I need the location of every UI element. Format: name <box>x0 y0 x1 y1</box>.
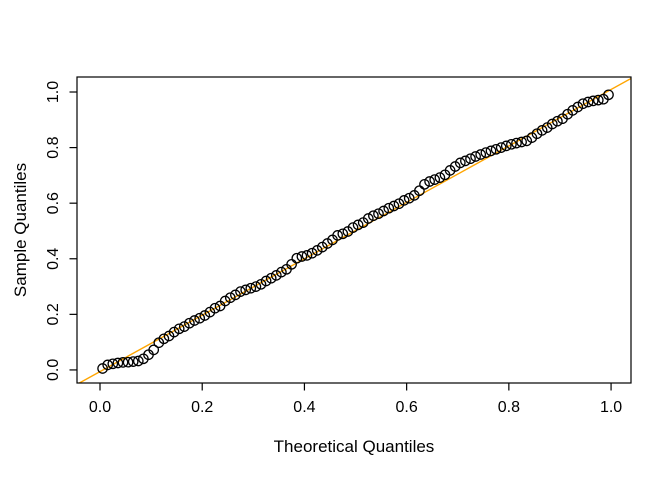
x-tick-label: 1.0 <box>600 399 622 416</box>
data-point <box>403 192 415 204</box>
data-point <box>117 357 129 368</box>
data-point <box>291 252 303 264</box>
plot-area-border <box>76 76 632 384</box>
data-point <box>475 149 487 160</box>
data-point <box>347 222 359 233</box>
data-point <box>337 228 349 240</box>
data-point <box>434 172 446 183</box>
data-point <box>388 200 400 212</box>
data-point <box>260 275 272 287</box>
x-tick-label: 0.2 <box>191 399 213 416</box>
data-point <box>495 142 507 153</box>
data-point <box>209 302 221 314</box>
data-point <box>173 323 185 335</box>
data-point <box>286 258 297 270</box>
data-point <box>429 174 441 185</box>
data-point <box>276 266 287 278</box>
data-point <box>301 250 313 261</box>
data-point <box>460 155 471 167</box>
data-point <box>112 357 124 369</box>
data-point <box>224 292 236 304</box>
data-point <box>189 315 200 326</box>
x-axis-ticks: 0.0 0.2 0.4 0.6 0.8 1.0 <box>89 383 622 416</box>
data-point <box>352 219 364 231</box>
data-point <box>521 135 533 147</box>
x-tick-label: 0.6 <box>396 399 418 416</box>
data-point <box>398 195 410 206</box>
x-tick-label: 0.0 <box>89 399 111 416</box>
data-point <box>107 358 119 370</box>
data-point <box>240 284 252 296</box>
data-point <box>500 140 512 152</box>
y-tick-label: 0.8 <box>45 136 62 158</box>
y-tick-label: 1.0 <box>45 81 62 103</box>
y-tick-label: 0.6 <box>45 192 62 214</box>
y-tick-label: 0.4 <box>45 248 62 270</box>
data-point <box>552 115 563 127</box>
data-point <box>296 251 308 262</box>
data-point <box>194 312 206 324</box>
data-point <box>378 205 389 217</box>
data-point <box>536 125 548 136</box>
data-point <box>577 98 589 110</box>
data-point <box>383 202 395 214</box>
data-point <box>480 147 492 158</box>
data-point <box>465 153 476 165</box>
data-point <box>582 96 594 108</box>
data-point <box>265 272 277 284</box>
data-point <box>419 178 430 190</box>
data-point <box>490 143 502 155</box>
data-point <box>368 210 379 222</box>
data-point <box>414 185 425 197</box>
data-point <box>250 281 262 292</box>
y-tick-label: 0.2 <box>45 303 62 325</box>
y-tick-label: 0.0 <box>45 359 62 381</box>
data-point <box>587 95 599 107</box>
data-point <box>470 151 481 162</box>
data-point <box>485 145 497 157</box>
x-tick-label: 0.4 <box>293 399 315 416</box>
data-point <box>132 355 144 367</box>
data-point <box>516 136 527 148</box>
data-point <box>245 282 257 294</box>
data-point <box>102 359 114 371</box>
data-point <box>306 247 318 259</box>
data-point <box>148 344 160 356</box>
data-point <box>127 356 139 367</box>
data-point <box>424 176 435 187</box>
x-tick-label: 0.8 <box>498 399 520 416</box>
data-point <box>546 118 558 130</box>
data-point <box>373 208 384 220</box>
data-point <box>592 94 604 106</box>
data-point <box>454 157 466 169</box>
data-point <box>511 137 522 149</box>
data-points <box>97 89 614 374</box>
data-point <box>603 89 614 101</box>
y-axis-title: Sample Quantiles <box>11 163 30 297</box>
data-point <box>362 213 374 224</box>
data-point <box>235 286 246 297</box>
data-point <box>158 333 170 345</box>
data-point <box>184 317 195 329</box>
data-point <box>572 101 584 113</box>
x-axis-title: Theoretical Quantiles <box>274 437 435 456</box>
data-point <box>122 356 134 368</box>
data-point <box>332 230 343 241</box>
data-point <box>506 138 517 150</box>
y-axis-ticks: 0.0 0.2 0.4 0.6 0.8 1.0 <box>45 81 77 381</box>
